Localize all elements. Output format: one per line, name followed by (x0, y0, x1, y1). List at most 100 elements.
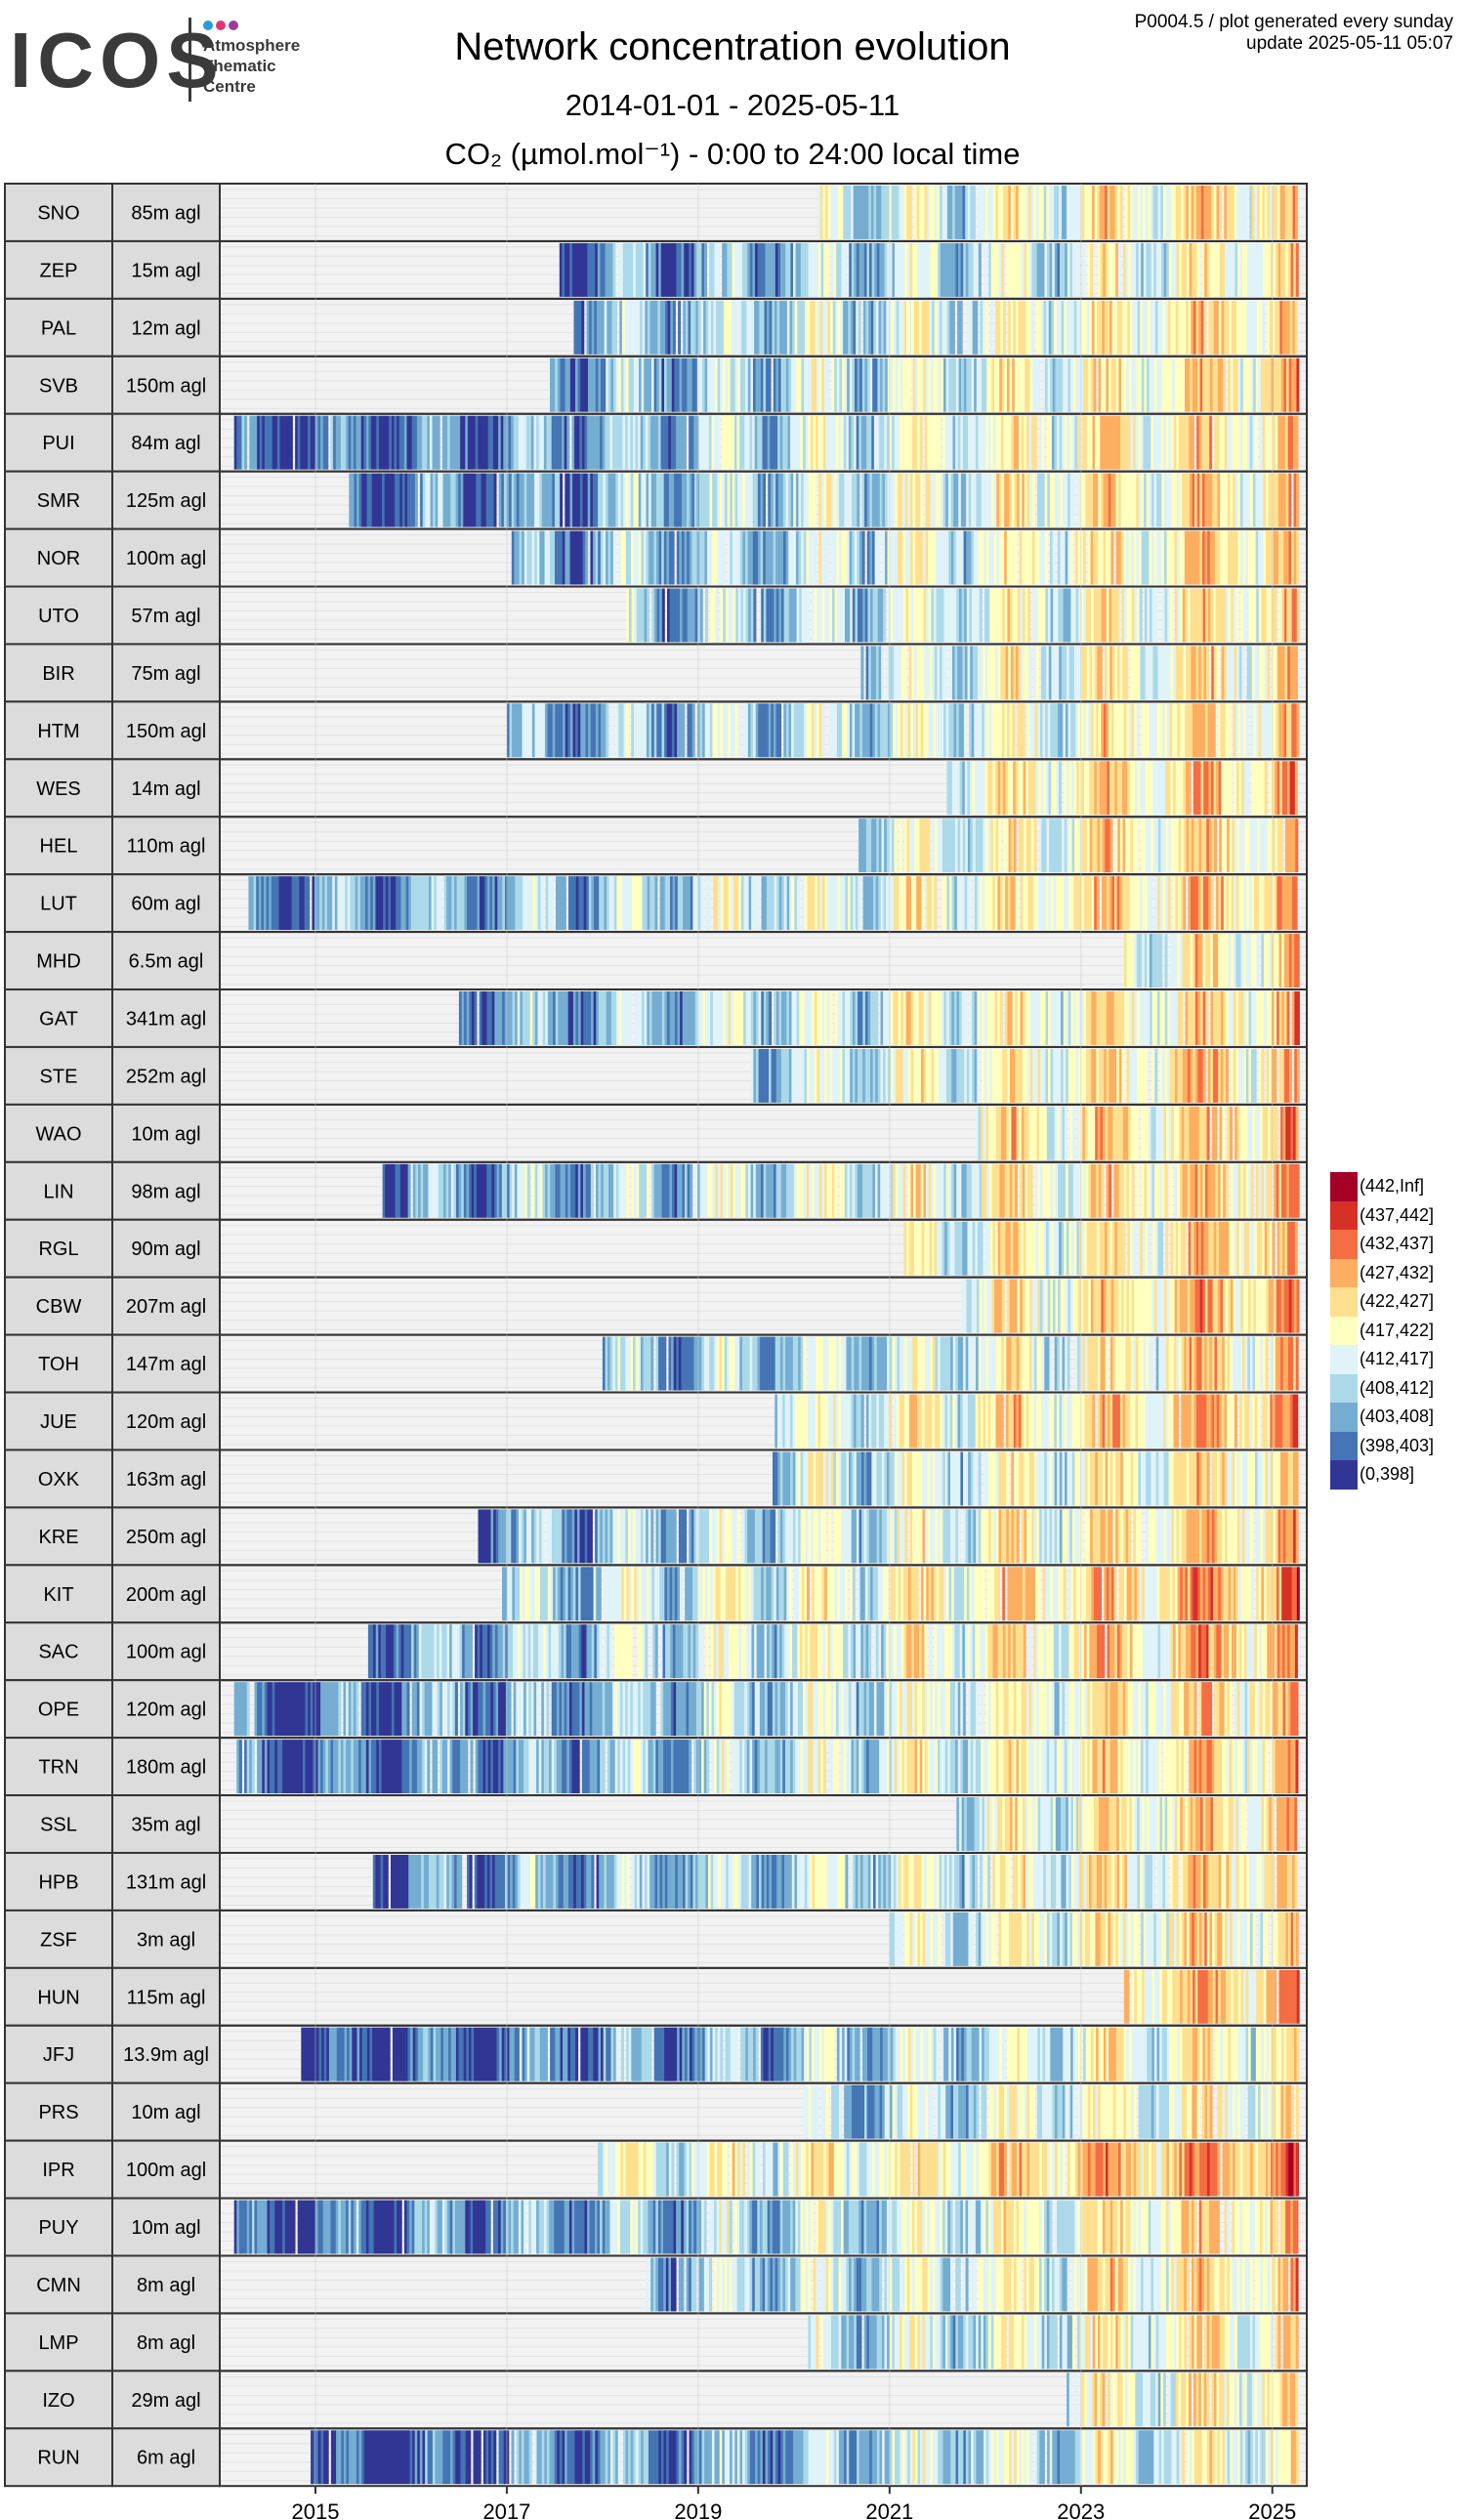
data-cell (1083, 703, 1087, 758)
data-cell (523, 415, 527, 470)
data-cell (809, 357, 813, 412)
data-cell (1156, 473, 1160, 527)
data-cell (1167, 876, 1171, 931)
data-cell (1000, 415, 1004, 470)
data-cell (1158, 415, 1162, 470)
data-cell (990, 1106, 994, 1160)
data-cell (1175, 186, 1179, 239)
data-cell (1181, 242, 1185, 297)
station-code-label: CBW (36, 1296, 82, 1318)
data-cell (839, 588, 843, 643)
data-cell (1152, 761, 1156, 816)
data-cell (481, 473, 484, 527)
data-cell (1193, 761, 1196, 816)
data-cell (843, 186, 847, 239)
data-cell (462, 415, 466, 470)
data-cell (927, 242, 931, 297)
data-cell (1185, 703, 1189, 758)
data-cell (1150, 991, 1153, 1045)
data-cell (1090, 530, 1094, 585)
data-cell (1136, 242, 1139, 297)
data-cell (631, 530, 634, 585)
data-cell (944, 186, 948, 239)
data-cell (1164, 588, 1168, 643)
data-cell (1279, 646, 1283, 700)
data-cell (954, 646, 958, 700)
data-cell (1028, 646, 1031, 700)
data-cell (754, 415, 758, 470)
data-cell (979, 703, 983, 758)
data-cell (885, 1163, 889, 1218)
data-cell (1148, 300, 1151, 355)
data-cell (402, 1163, 406, 1218)
data-cell (398, 876, 401, 931)
data-cell (1064, 876, 1067, 931)
data-cell (572, 357, 576, 412)
data-cell (494, 876, 498, 931)
data-cell (1289, 761, 1293, 816)
data-cell (1009, 242, 1012, 297)
data-cell (1081, 1221, 1085, 1276)
data-cell (651, 588, 655, 643)
data-cell (1042, 588, 1046, 643)
data-cell (1244, 819, 1248, 873)
data-cell (795, 415, 799, 470)
data-cell (1136, 1163, 1140, 1218)
data-cell (775, 530, 779, 585)
data-cell (866, 242, 870, 297)
data-cell (1130, 1106, 1134, 1160)
data-cell (889, 415, 893, 470)
data-cell (592, 242, 596, 297)
data-cell (853, 300, 857, 355)
data-cell (1238, 300, 1242, 355)
data-cell (1142, 1048, 1146, 1103)
data-cell (1057, 1106, 1061, 1160)
data-cell (875, 876, 879, 931)
data-cell (834, 357, 838, 412)
data-cell (1177, 1048, 1181, 1103)
data-cell (692, 300, 696, 355)
data-cell (987, 1221, 991, 1276)
data-cell (1050, 991, 1054, 1045)
data-cell (947, 415, 951, 470)
data-cell (1004, 991, 1008, 1045)
data-cell (1139, 934, 1143, 988)
data-cell (995, 761, 998, 816)
data-cell (1084, 1221, 1088, 1276)
logo-dot-3 (229, 21, 238, 30)
data-cell (313, 415, 316, 470)
data-cell (907, 242, 910, 297)
data-cell (951, 761, 955, 816)
data-cell (918, 1163, 922, 1218)
data-cell (1140, 819, 1144, 873)
data-cell (577, 357, 581, 412)
data-cell (915, 588, 919, 643)
data-cell (933, 1163, 937, 1218)
data-cell (765, 242, 769, 297)
data-cell (674, 703, 678, 758)
data-cell (715, 588, 719, 643)
data-cell (1205, 991, 1209, 1045)
data-cell (1059, 761, 1062, 816)
data-cell (791, 1048, 795, 1103)
data-cell (1094, 1221, 1098, 1276)
data-cell (877, 588, 881, 643)
data-cell (1097, 761, 1100, 816)
data-cell (787, 242, 791, 297)
data-cell (643, 1336, 647, 1391)
data-cell (1238, 646, 1242, 700)
data-cell (882, 1163, 886, 1218)
data-cell (586, 300, 590, 355)
data-cell (704, 530, 708, 585)
data-cell (847, 1163, 851, 1218)
station-height-label: 98m agl (131, 1181, 200, 1202)
data-cell (1275, 819, 1278, 873)
data-cell (651, 876, 655, 931)
data-cell (886, 186, 890, 239)
data-cell (870, 186, 874, 239)
data-cell (611, 300, 615, 355)
data-cell (474, 876, 478, 931)
data-cell (595, 473, 599, 527)
data-cell (959, 991, 963, 1045)
data-cell (1015, 588, 1019, 643)
